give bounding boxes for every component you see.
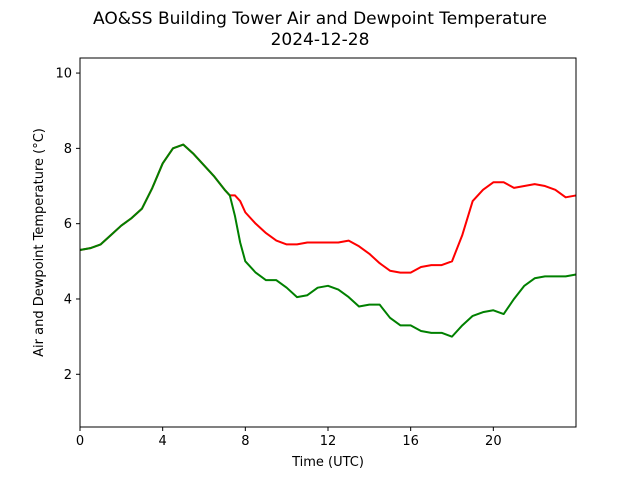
x-tick-label: 4: [159, 434, 167, 449]
x-tick-label: 0: [76, 434, 84, 449]
x-tick-label: 20: [485, 434, 502, 449]
y-tick-label: 2: [64, 368, 72, 383]
y-tick-label: 4: [64, 292, 72, 307]
x-tick-label: 8: [241, 434, 249, 449]
y-tick-label: 10: [55, 67, 72, 82]
chart-subtitle: 2024-12-28: [271, 30, 370, 50]
series-layer: [79, 143, 577, 338]
y-tick-label: 8: [64, 142, 72, 157]
chart-title: AO&SS Building Tower Air and Dewpoint Te…: [93, 9, 547, 29]
series-line-1: [79, 143, 577, 338]
y-tick-label: 6: [64, 217, 72, 232]
x-tick-label: 16: [402, 434, 419, 449]
x-tick-label: 12: [320, 434, 337, 449]
x-axis-label: Time (UTC): [291, 455, 364, 470]
y-axis-label: Air and Dewpoint Temperature (°C): [32, 128, 47, 357]
